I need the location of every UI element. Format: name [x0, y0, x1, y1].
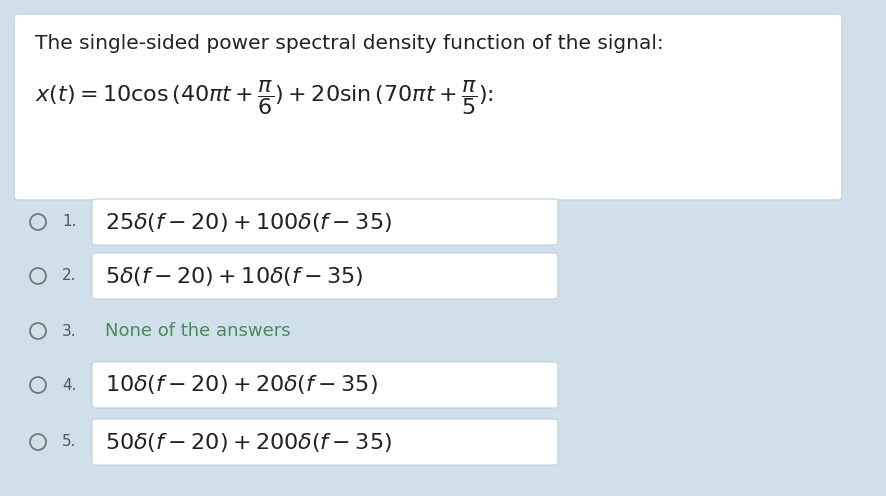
Text: 3.: 3.: [62, 323, 76, 338]
Text: 2.: 2.: [62, 268, 76, 284]
Text: $10\delta(f - 20) + 20\delta(f - 35)$: $10\delta(f - 20) + 20\delta(f - 35)$: [105, 373, 377, 396]
FancyBboxPatch shape: [92, 362, 558, 408]
Text: 5.: 5.: [62, 434, 76, 449]
Text: None of the answers: None of the answers: [105, 322, 291, 340]
Text: The single-sided power spectral density function of the signal:: The single-sided power spectral density …: [35, 34, 664, 53]
Text: $25\delta(f - 20) + 100\delta(f - 35)$: $25\delta(f - 20) + 100\delta(f - 35)$: [105, 210, 392, 234]
Text: $50\delta(f - 20) + 200\delta(f - 35)$: $50\delta(f - 20) + 200\delta(f - 35)$: [105, 431, 392, 453]
Text: $5\delta(f - 20) + 10\delta(f - 35)$: $5\delta(f - 20) + 10\delta(f - 35)$: [105, 264, 363, 288]
FancyBboxPatch shape: [92, 253, 558, 299]
Text: 4.: 4.: [62, 377, 76, 392]
FancyBboxPatch shape: [14, 14, 842, 200]
Text: 1.: 1.: [62, 214, 76, 230]
Text: $x(t) = 10\mathrm{cos}\,(40\pi t + \dfrac{\pi}{6}) + 20\mathrm{sin}\,(70\pi t + : $x(t) = 10\mathrm{cos}\,(40\pi t + \dfra…: [35, 78, 494, 117]
FancyBboxPatch shape: [92, 199, 558, 245]
FancyBboxPatch shape: [92, 419, 558, 465]
